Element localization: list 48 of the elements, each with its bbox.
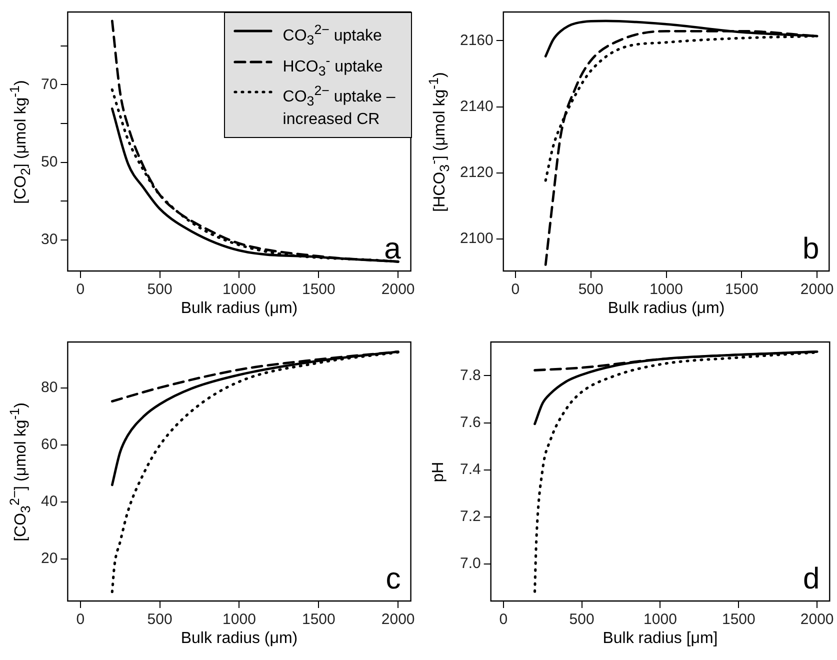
x-tick-label: 1000 [222, 611, 256, 628]
x-axis-title: Bulk radius (μm) [180, 630, 298, 648]
y-tick-label: 60 [40, 436, 58, 454]
y-tick-label: 30 [40, 231, 58, 248]
x-tick-label: 500 [147, 281, 172, 298]
legend-label: HCO$_{3}$$^{-}$ uptake [282, 52, 384, 80]
x-tick-label: 0 [511, 281, 520, 298]
y-tick-label: 2100 [460, 230, 494, 248]
legend-label: CO$_{3}$$^{2−}$ uptake – increased CR [282, 82, 396, 129]
x-tick-label: 1000 [222, 281, 256, 298]
y-tick-label: 7.4 [460, 460, 481, 478]
x-tick-label: 0 [76, 281, 85, 298]
x-tick-label: 500 [578, 281, 604, 298]
legend-label: CO$_{3}$$^{2−}$ uptake [282, 21, 383, 50]
x-tick-label: 2000 [800, 281, 834, 298]
x-tick-label: 1500 [302, 611, 336, 628]
x-tick-label: 2000 [381, 281, 415, 298]
y-tick-label: 2140 [460, 98, 494, 115]
annotation: d [802, 562, 820, 596]
x-tick-label: 1500 [722, 611, 756, 628]
y-tick-label: 50 [40, 153, 58, 170]
y-tick-label: 80 [40, 379, 58, 396]
x-tick-label: 2000 [800, 611, 834, 628]
y-tick-label: 7.6 [460, 414, 481, 431]
y-tick-label: 7.8 [460, 366, 481, 384]
x-tick-label: 500 [147, 611, 172, 628]
y-tick-label: 70 [40, 76, 58, 93]
x-axis-title: Bulk radius (μm) [608, 300, 725, 318]
x-tick-label: 0 [76, 611, 85, 628]
x-tick-label: 1500 [724, 281, 758, 298]
annotation: b [802, 232, 820, 266]
y-tick-label: 7.0 [460, 555, 481, 572]
y-axis-title: pH [430, 461, 448, 482]
x-tick-label: 1500 [302, 281, 336, 298]
y-tick-label: 20 [40, 550, 58, 568]
x-tick-label: 1000 [650, 281, 683, 298]
annotation: c [386, 562, 401, 596]
y-tick-label: 7.2 [460, 508, 481, 526]
annotation: a [384, 232, 402, 266]
y-tick-label: 2120 [460, 164, 494, 182]
y-tick-label: 2160 [460, 32, 494, 49]
x-tick-label: 2000 [381, 611, 415, 628]
x-axis-title: Bulk radius (μm) [180, 300, 298, 318]
y-tick-label: 40 [40, 493, 58, 510]
x-tick-label: 500 [569, 611, 594, 628]
x-tick-label: 1000 [644, 611, 677, 628]
x-tick-label: 0 [499, 611, 508, 628]
x-axis-title: Bulk radius [μm] [602, 630, 718, 648]
